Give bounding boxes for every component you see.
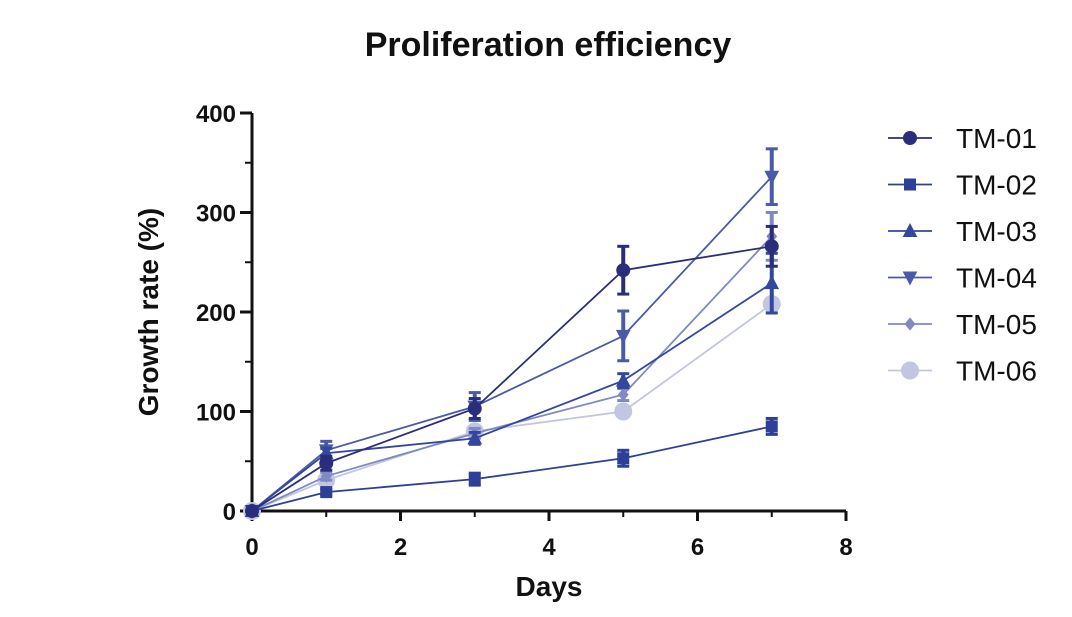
- legend-marker: [902, 222, 918, 237]
- legend-item: TM-02: [888, 170, 1037, 201]
- legend-label: TM-01: [956, 123, 1037, 154]
- legend-label: TM-06: [956, 356, 1037, 387]
- series-tm-01: [245, 224, 779, 518]
- data-point: [614, 402, 633, 421]
- y-tick-label: 100: [196, 400, 236, 427]
- plot-area: [243, 147, 781, 520]
- legend-marker: [904, 178, 916, 191]
- data-point: [616, 263, 631, 278]
- y-tick-label: 300: [196, 201, 236, 228]
- y-tick-label: 400: [196, 101, 236, 128]
- legend-label: TM-02: [956, 170, 1037, 201]
- data-point: [467, 401, 482, 416]
- legend-marker: [903, 131, 917, 145]
- legend-item: TM-05: [888, 309, 1037, 340]
- x-tick-label: 8: [839, 534, 852, 561]
- data-point: [467, 430, 483, 445]
- data-point: [320, 486, 333, 499]
- legend-label: TM-03: [956, 216, 1037, 247]
- chart-title: Proliferation efficiency: [365, 26, 732, 64]
- x-tick-label: 2: [394, 534, 407, 561]
- x-tick-label: 4: [542, 534, 556, 561]
- data-point: [615, 329, 631, 344]
- axes: 0 2 4 6 8 0 100 200 300 400: [196, 101, 853, 561]
- data-point: [765, 420, 778, 433]
- data-point: [615, 372, 631, 387]
- legend-item: TM-01: [888, 123, 1037, 154]
- legend-marker: [904, 317, 916, 331]
- data-point: [764, 275, 780, 290]
- legend: TM-01 TM-02 TM-03 TM-04 TM-05 TM-06: [888, 123, 1037, 387]
- x-tick-label: 0: [245, 534, 258, 561]
- data-point: [764, 170, 780, 185]
- data-point: [764, 239, 779, 254]
- y-axis-label: Growth rate (%): [133, 208, 164, 416]
- legend-item: TM-04: [888, 263, 1037, 294]
- data-point: [319, 456, 334, 471]
- y-tick-label: 200: [196, 300, 236, 327]
- data-point: [468, 473, 481, 486]
- legend-label: TM-05: [956, 309, 1037, 340]
- data-point: [320, 469, 332, 483]
- legend-marker: [901, 361, 919, 380]
- x-axis-label: Days: [516, 571, 583, 602]
- legend-marker: [902, 271, 918, 286]
- data-point: [245, 504, 259, 518]
- data-point: [617, 452, 630, 465]
- legend-item: TM-06: [888, 356, 1037, 387]
- x-tick-label: 6: [691, 534, 704, 561]
- y-tick-label: 0: [223, 499, 236, 526]
- data-point: [617, 387, 629, 402]
- legend-item: TM-03: [888, 216, 1037, 247]
- legend-label: TM-04: [956, 263, 1037, 294]
